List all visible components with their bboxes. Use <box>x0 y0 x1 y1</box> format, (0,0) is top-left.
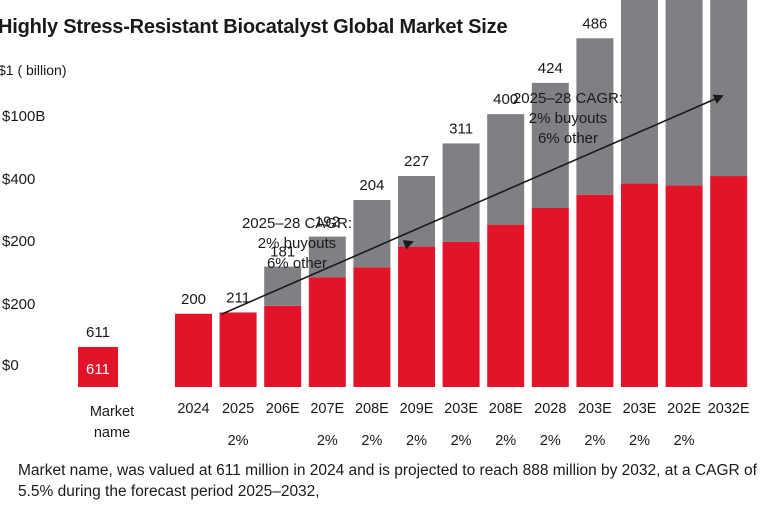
growth-label: 2% <box>317 433 338 449</box>
bar-group: 204 208E 2% <box>353 177 391 449</box>
bar-group: 400 208E 2% <box>487 91 525 449</box>
growth-label: 2% <box>584 433 605 449</box>
growth-label: 2% <box>361 433 382 449</box>
bar-segment-red <box>442 241 480 387</box>
x-category-label: 2032E <box>708 401 750 417</box>
bar-group: 687202E2% <box>665 0 703 449</box>
y-tick-label: $400 <box>2 171 35 188</box>
growth-label: 2% <box>540 433 561 449</box>
chart-title: Highly Stress-Resistant Biocatalyst Glob… <box>0 16 508 38</box>
x-category-label: 203E <box>623 401 657 417</box>
reference-bar <box>78 347 118 387</box>
bar-group: 192 207E 2% <box>308 214 346 449</box>
reference-bar-value-label: 611 <box>86 324 110 341</box>
growth-label: 2% <box>406 433 427 449</box>
footnote-text: Market name, was valued at 611 million i… <box>18 462 757 500</box>
y-tick-label: $0 <box>2 357 19 374</box>
growth-label: 2% <box>629 433 650 449</box>
bar-segment-red <box>219 312 257 387</box>
x-category-label: 207E <box>310 401 344 417</box>
bar-total-label: 424 <box>538 60 563 77</box>
growth-label: 2% <box>674 433 695 449</box>
bar-group: 538203E2% <box>621 0 658 449</box>
bar-total-label: 181 <box>270 244 295 261</box>
x-category-label: 209E <box>400 401 434 417</box>
cagr-annotation-line: 2025–28 CAGR: <box>513 90 623 107</box>
bar-segment-gray <box>398 176 435 247</box>
x-category-label: 2024 <box>177 401 209 417</box>
bar-segment-gray <box>621 0 658 184</box>
growth-label: 2% <box>228 433 249 449</box>
growth-label: 2% <box>495 433 516 449</box>
bar-segment-gray <box>710 0 748 177</box>
y-tick-label: $200 <box>2 233 35 250</box>
x-category-label: 2025 <box>222 401 254 417</box>
unit-label: $1 ( billion) <box>0 62 67 78</box>
bar-segment-gray <box>264 266 302 306</box>
bar-segment-red <box>531 207 569 387</box>
y-tick-label: $200 <box>2 296 35 313</box>
bar-segment-red <box>264 305 302 387</box>
bar-group: 181 206E <box>264 244 302 417</box>
bar-segment-gray <box>531 82 569 208</box>
bar-segment-gray <box>665 0 703 186</box>
bar-segment-gray <box>353 199 391 268</box>
cagr-annotation: 2025–28 CAGR: 2% buyouts 6% other <box>242 215 352 272</box>
bar-segment-red <box>353 267 391 387</box>
x-category-label: 203E <box>578 401 612 417</box>
bar-total-label: 311 <box>449 120 473 137</box>
bar-segment-red <box>665 185 703 387</box>
bar-segment-gray <box>487 114 525 225</box>
bar-group: 211 2025 2% <box>219 289 257 449</box>
cagr-arrow <box>221 94 724 315</box>
reference-category-label: name <box>94 425 130 441</box>
bar-group: 311 203E 2% <box>442 120 480 449</box>
bar-group: 200 2024 <box>175 291 212 417</box>
bar-total-label: 192 <box>315 214 340 231</box>
bar-total-label: 200 <box>181 291 206 308</box>
cagr-annotation-line: 2% buyouts <box>258 235 336 252</box>
bar-group: 486 203E 2% <box>576 15 614 449</box>
cagr-annotation-line: 2% buyouts <box>529 110 607 127</box>
bar-segment-red <box>175 313 212 387</box>
bar-total-label: 204 <box>359 177 384 194</box>
cagr-annotation-line: 6% other <box>267 255 327 272</box>
bar-total-label: 486 <box>582 15 607 32</box>
bar-segment-red <box>487 224 525 387</box>
bar-segment-gray <box>576 38 614 195</box>
x-category-label: 208E <box>355 401 389 417</box>
bar-segment-gray <box>308 236 346 278</box>
x-category-label: 203E <box>444 401 478 417</box>
cagr-annotation: 2025–28 CAGR: 2% buyouts 6% other <box>513 90 623 147</box>
bar-segment-red <box>621 183 658 387</box>
x-category-label: 202E <box>667 401 701 417</box>
reference-bar-inner-label: 611 <box>86 361 110 378</box>
growth-label: 2% <box>451 433 472 449</box>
bars: 611611Marketname200202421120252%181206E1… <box>78 0 750 449</box>
y-axis: $100B $400 $200 $200 $0 <box>2 108 45 374</box>
x-category-label: 206E <box>266 401 300 417</box>
cagr-annotation-line: 2025–28 CAGR: <box>242 215 352 232</box>
bar-group: 227 209E 2% <box>398 153 435 449</box>
x-category-label: 2028 <box>534 401 566 417</box>
bar-group: 8882032E <box>708 0 750 417</box>
cagr-annotation-line: 6% other <box>538 130 598 147</box>
x-category-label: 208E <box>489 401 523 417</box>
bar-group: 424 2028 2% <box>531 60 569 449</box>
bar-segment-red <box>576 194 614 387</box>
bar-segment-red <box>308 277 346 387</box>
bar-total-label: 400 <box>493 91 518 108</box>
bar-segment-red <box>710 176 748 387</box>
bar-segment-red <box>398 246 435 387</box>
y-tick-label: $100B <box>2 108 45 125</box>
bar-segment-gray <box>442 143 480 242</box>
bar-total-label: 227 <box>404 153 429 170</box>
reference-category-label: Market <box>90 404 134 420</box>
bar-total-label: 211 <box>226 289 250 306</box>
